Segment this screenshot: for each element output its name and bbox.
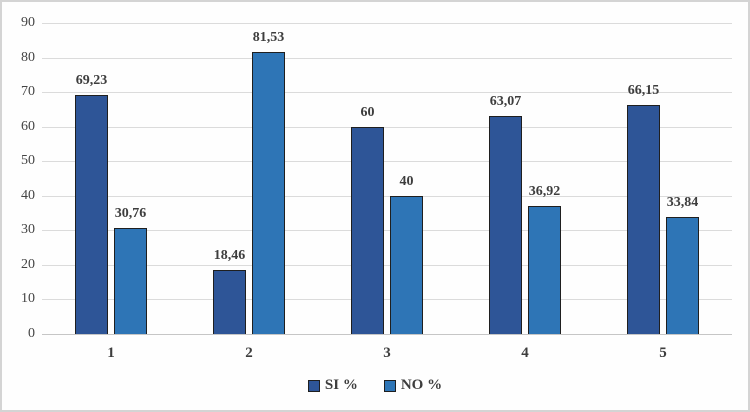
gridline-60 (42, 126, 732, 128)
legend: SI % NO % (2, 378, 748, 393)
data-label-si-category-2: 18,46 (213, 248, 246, 264)
bar-no-category-2 (252, 52, 285, 334)
data-label-no-category-5: 33,84 (666, 195, 699, 211)
gridline-10 (42, 299, 732, 301)
gridline-30 (42, 230, 732, 232)
y-axis-tick-0: 0 (28, 326, 35, 341)
gridline-80 (42, 57, 732, 59)
y-axis-tick-60: 60 (21, 118, 35, 134)
si-series-swatch-icon (307, 379, 320, 392)
y-axis-tick-40: 40 (21, 187, 35, 203)
data-label-si-category-3: 60 (360, 104, 375, 120)
bar-no-category-1 (114, 227, 147, 334)
y-axis-tick-50: 50 (21, 153, 35, 169)
bar-no-category-3 (390, 195, 423, 334)
legend-item-no: NO % (383, 377, 443, 393)
y-axis-tick-80: 80 (21, 49, 35, 65)
data-label-si-category-4: 63,07 (489, 94, 522, 110)
data-label-no-category-4: 36,92 (528, 184, 561, 200)
gridline-50 (42, 161, 732, 163)
bar-si-category-5 (627, 105, 660, 334)
data-label-no-category-1: 30,76 (114, 205, 147, 221)
legend-item-si: SI % (307, 377, 358, 393)
x-axis-label-4: 4 (521, 345, 529, 361)
x-axis-label-1: 1 (107, 345, 115, 361)
gridline-0 (42, 334, 732, 335)
gridline-40 (42, 195, 732, 197)
data-label-si-category-1: 69,23 (75, 72, 108, 88)
no-series-swatch-icon (383, 379, 396, 392)
gridline-70 (42, 92, 732, 94)
bar-si-category-2 (213, 270, 246, 334)
legend-label-no: NO % (400, 377, 443, 393)
gridline-90 (42, 23, 732, 24)
x-axis-label-5: 5 (659, 345, 667, 361)
bar-si-category-4 (489, 116, 522, 334)
y-axis-tick-10: 10 (21, 291, 35, 307)
bar-no-category-5 (666, 217, 699, 334)
y-axis-tick-90: 90 (21, 15, 35, 30)
x-axis-label-2: 2 (245, 345, 253, 361)
y-axis-tick-20: 20 (21, 256, 35, 272)
bar-no-category-4 (528, 206, 561, 334)
gridline-20 (42, 264, 732, 266)
legend-label-si: SI % (324, 377, 358, 393)
y-axis-tick-30: 30 (21, 222, 35, 238)
data-label-si-category-5: 66,15 (627, 83, 660, 99)
bar-si-category-3 (351, 126, 384, 334)
y-axis-tick-70: 70 (21, 84, 35, 100)
x-axis-label-3: 3 (383, 345, 391, 361)
bar-si-category-1 (75, 94, 108, 334)
data-label-no-category-3: 40 (399, 173, 414, 189)
data-label-no-category-2: 81,53 (252, 30, 285, 46)
